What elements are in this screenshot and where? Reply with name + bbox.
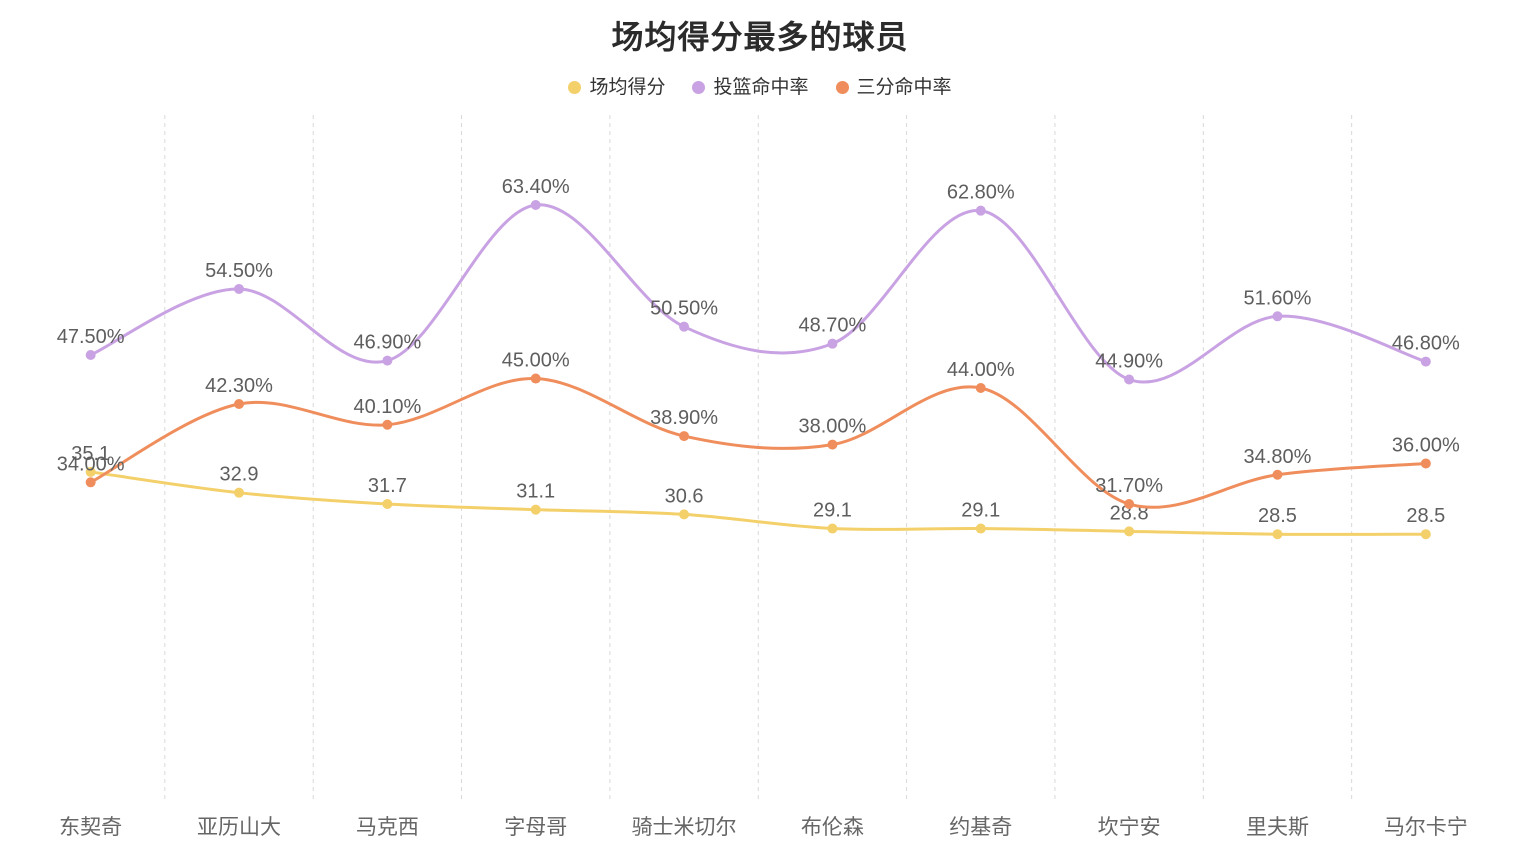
data-point[interactable] <box>1272 469 1283 480</box>
legend-dot-icon <box>835 81 849 94</box>
data-point[interactable] <box>1420 458 1431 469</box>
legend-dot-icon <box>568 81 582 94</box>
data-point[interactable] <box>1420 356 1431 367</box>
data-label: 35.1 <box>71 443 110 465</box>
data-point[interactable] <box>1124 526 1135 537</box>
x-axis-label: 马克西 <box>356 816 419 839</box>
data-label: 46.80% <box>1392 333 1460 355</box>
data-point[interactable] <box>85 477 96 488</box>
data-point[interactable] <box>382 499 393 510</box>
data-point[interactable] <box>1272 529 1283 540</box>
data-label: 31.70% <box>1095 475 1163 497</box>
series-line <box>89 203 1428 384</box>
chart-title: 场均得分最多的球员 <box>611 19 909 55</box>
data-label: 42.30% <box>205 375 273 397</box>
legend-item[interactable]: 投篮命中率 <box>692 77 809 98</box>
data-label: 28.5 <box>1258 505 1297 527</box>
data-label: 28.5 <box>1406 505 1445 527</box>
data-label: 30.6 <box>665 485 704 507</box>
x-axis-label: 里夫斯 <box>1246 816 1309 839</box>
legend-item[interactable]: 三分命中率 <box>835 77 952 98</box>
legend-item[interactable]: 场均得分 <box>568 78 665 97</box>
data-point[interactable] <box>975 523 986 534</box>
data-point[interactable] <box>1124 374 1135 385</box>
legend: 场均得分 投篮命中率 三分命中率 <box>0 78 1520 97</box>
data-point[interactable] <box>85 349 96 360</box>
data-label: 36.00% <box>1392 434 1460 456</box>
data-label: 29.1 <box>961 500 1000 522</box>
data-point[interactable] <box>85 466 96 477</box>
data-label: 48.70% <box>799 315 867 337</box>
data-label: 47.50% <box>57 326 125 348</box>
data-label: 31.7 <box>368 475 407 497</box>
data-label: 46.90% <box>353 332 421 354</box>
data-label: 34.00% <box>57 453 125 475</box>
data-label: 38.00% <box>799 416 867 438</box>
series-line <box>89 470 1428 536</box>
x-axis-label: 坎宁安 <box>1098 816 1161 839</box>
legend-label: 投篮命中率 <box>713 77 809 98</box>
x-axis-label: 约基奇 <box>949 816 1012 839</box>
data-label: 31.1 <box>516 481 555 503</box>
x-axis-label: 马尔卡宁 <box>1384 816 1468 839</box>
x-axis-label: 骑士米切尔 <box>632 816 737 839</box>
x-axis-label: 东契奇 <box>59 816 122 839</box>
data-point[interactable] <box>679 321 690 332</box>
data-point[interactable] <box>827 439 838 450</box>
data-label: 34.80% <box>1244 446 1312 468</box>
data-label: 50.50% <box>650 298 718 320</box>
series-line <box>89 377 1428 509</box>
data-label: 63.40% <box>502 176 570 198</box>
data-label: 54.50% <box>205 260 273 282</box>
x-axis-label: 亚历山大 <box>197 816 281 839</box>
data-point[interactable] <box>827 338 838 349</box>
data-point[interactable] <box>827 523 838 534</box>
data-point[interactable] <box>234 283 245 294</box>
data-label: 44.00% <box>947 359 1015 381</box>
data-point[interactable] <box>679 431 690 442</box>
x-axis-label: 字母哥 <box>504 816 567 839</box>
data-point[interactable] <box>975 382 986 393</box>
data-label: 62.80% <box>947 182 1015 204</box>
data-point[interactable] <box>530 373 541 384</box>
data-point[interactable] <box>530 504 541 515</box>
data-point[interactable] <box>1272 311 1283 322</box>
data-label: 29.1 <box>813 500 852 522</box>
data-point[interactable] <box>382 355 393 366</box>
data-label: 28.8 <box>1110 502 1149 524</box>
legend-label: 场均得分 <box>589 77 666 98</box>
data-label: 44.90% <box>1095 351 1163 373</box>
data-label: 51.60% <box>1244 287 1312 309</box>
data-label: 40.10% <box>353 396 421 418</box>
data-point[interactable] <box>975 205 986 216</box>
data-label: 32.9 <box>220 464 259 486</box>
data-point[interactable] <box>530 200 541 211</box>
data-point[interactable] <box>679 509 690 520</box>
x-axis-label: 布伦森 <box>801 816 864 839</box>
data-point[interactable] <box>1420 529 1431 540</box>
legend-label: 三分命中率 <box>856 77 952 98</box>
data-point[interactable] <box>234 487 245 498</box>
data-label: 38.90% <box>650 407 718 429</box>
data-point[interactable] <box>382 419 393 430</box>
data-point[interactable] <box>234 399 245 410</box>
data-label: 45.00% <box>502 350 570 372</box>
data-point[interactable] <box>1124 499 1135 510</box>
legend-dot-icon <box>692 81 706 94</box>
